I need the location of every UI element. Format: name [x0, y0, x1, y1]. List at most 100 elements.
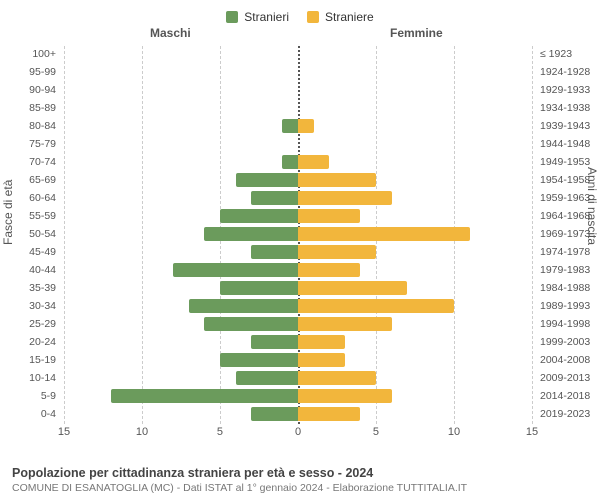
- header-male: Maschi: [150, 26, 191, 40]
- y-label-birth: 1979-1983: [540, 262, 590, 278]
- x-tick-label: 15: [58, 426, 70, 438]
- y-label-age: 90-94: [29, 82, 56, 98]
- age-row: [64, 316, 532, 332]
- y-label-birth: 1994-1998: [540, 316, 590, 332]
- y-label-age: 30-34: [29, 298, 56, 314]
- y-label-age: 25-29: [29, 316, 56, 332]
- bar-male: [282, 119, 298, 133]
- bar-male: [251, 335, 298, 349]
- age-row: [64, 208, 532, 224]
- bar-female: [298, 263, 360, 277]
- y-label-birth: 1974-1978: [540, 244, 590, 260]
- x-tick-label: 0: [295, 426, 301, 438]
- bar-rows: [64, 46, 532, 424]
- x-tick-label: 5: [373, 426, 379, 438]
- caption-subtitle: COMUNE DI ESANATOGLIA (MC) - Dati ISTAT …: [12, 482, 588, 494]
- y-label-birth: 1954-1958: [540, 172, 590, 188]
- y-label-birth: ≤ 1923: [540, 46, 572, 62]
- age-row: [64, 190, 532, 206]
- y-label-birth: 1934-1938: [540, 100, 590, 116]
- y-label-age: 0-4: [41, 406, 56, 422]
- age-row: [64, 406, 532, 422]
- bar-female: [298, 317, 392, 331]
- x-tick-label: 15: [526, 426, 538, 438]
- y-label-birth: 1929-1933: [540, 82, 590, 98]
- y-label-age: 40-44: [29, 262, 56, 278]
- y-label-birth: 1944-1948: [540, 136, 590, 152]
- y-label-age: 100+: [32, 46, 56, 62]
- bar-female: [298, 281, 407, 295]
- y-label-age: 80-84: [29, 118, 56, 134]
- x-tick-label: 10: [136, 426, 148, 438]
- bar-female: [298, 299, 454, 313]
- bar-male: [282, 155, 298, 169]
- age-row: [64, 136, 532, 152]
- y-label-birth: 1999-2003: [540, 334, 590, 350]
- y-label-age: 35-39: [29, 280, 56, 296]
- y-label-birth: 1984-1988: [540, 280, 590, 296]
- legend-swatch-male: [226, 11, 238, 23]
- y-label-age: 10-14: [29, 370, 56, 386]
- y-label-birth: 1949-1953: [540, 154, 590, 170]
- y-label-birth: 1924-1928: [540, 64, 590, 80]
- y-label-age: 60-64: [29, 190, 56, 206]
- age-row: [64, 82, 532, 98]
- y-label-age: 50-54: [29, 226, 56, 242]
- y-label-age: 70-74: [29, 154, 56, 170]
- age-row: [64, 118, 532, 134]
- header-female: Femmine: [390, 26, 443, 40]
- y-label-age: 95-99: [29, 64, 56, 80]
- legend-swatch-female: [307, 11, 319, 23]
- age-row: [64, 388, 532, 404]
- legend-item-female: Straniere: [307, 10, 374, 24]
- y-label-age: 20-24: [29, 334, 56, 350]
- bar-male: [236, 371, 298, 385]
- bar-female: [298, 389, 392, 403]
- gender-headers: Maschi Femmine: [0, 26, 600, 44]
- plot-area: Fasce di età Anni di nascita 100+95-9990…: [0, 46, 600, 444]
- bar-male: [251, 407, 298, 421]
- y-label-birth: 2019-2023: [540, 406, 590, 422]
- x-tick-label: 5: [217, 426, 223, 438]
- y-label-age: 55-59: [29, 208, 56, 224]
- y-labels-birth: ≤ 19231924-19281929-19331934-19381939-19…: [536, 46, 600, 424]
- bar-male: [220, 209, 298, 223]
- y-label-age: 5-9: [41, 388, 56, 404]
- x-tick-label: 10: [448, 426, 460, 438]
- legend-item-male: Stranieri: [226, 10, 289, 24]
- caption-title: Popolazione per cittadinanza straniera p…: [12, 466, 588, 480]
- age-row: [64, 298, 532, 314]
- x-axis-labels: 15105051015: [64, 426, 532, 444]
- y-label-age: 65-69: [29, 172, 56, 188]
- y-label-age: 45-49: [29, 244, 56, 260]
- age-row: [64, 64, 532, 80]
- bar-female: [298, 191, 392, 205]
- y-label-birth: 1989-1993: [540, 298, 590, 314]
- bar-female: [298, 227, 470, 241]
- bar-female: [298, 407, 360, 421]
- age-row: [64, 46, 532, 62]
- bar-female: [298, 245, 376, 259]
- age-row: [64, 352, 532, 368]
- y-label-birth: 1964-1968: [540, 208, 590, 224]
- bar-female: [298, 119, 314, 133]
- age-row: [64, 334, 532, 350]
- age-row: [64, 226, 532, 242]
- y-label-birth: 1969-1973: [540, 226, 590, 242]
- bar-male: [111, 389, 298, 403]
- bar-male: [251, 245, 298, 259]
- bar-female: [298, 371, 376, 385]
- legend-label-female: Straniere: [325, 10, 374, 24]
- bar-male: [251, 191, 298, 205]
- bar-male: [220, 281, 298, 295]
- age-row: [64, 262, 532, 278]
- chart-container: Stranieri Straniere Maschi Femmine Fasce…: [0, 0, 600, 500]
- y-label-birth: 2014-2018: [540, 388, 590, 404]
- age-row: [64, 100, 532, 116]
- y-labels-age: 100+ 95-99 90-94 85-89 80-84 75-79 70-74 65-69 6…: [0, 46, 60, 424]
- bar-female: [298, 155, 329, 169]
- bar-male: [220, 353, 298, 367]
- bar-female: [298, 353, 345, 367]
- y-label-age: 85-89: [29, 100, 56, 116]
- y-label-age: 75-79: [29, 136, 56, 152]
